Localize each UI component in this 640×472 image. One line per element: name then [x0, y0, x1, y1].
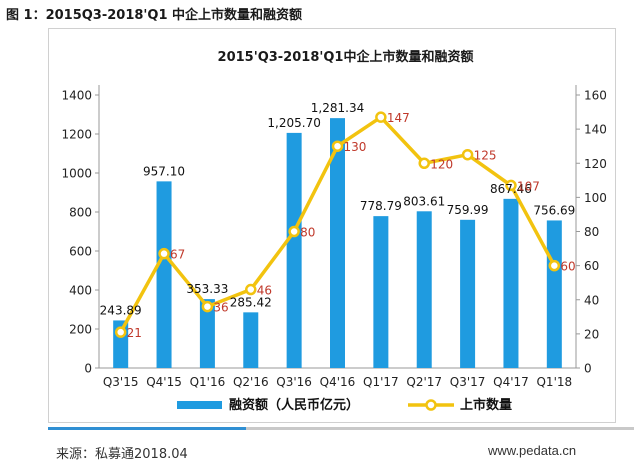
bar-Q4'16	[330, 118, 345, 368]
line-point	[461, 148, 474, 161]
footer-divider-accent	[48, 427, 246, 430]
x-axis-tick-label: Q4'17	[493, 375, 529, 389]
line-data-label: 147	[387, 111, 410, 125]
right-axis-tick-label: 60	[584, 259, 599, 273]
x-axis-tick-label: Q2'17	[406, 375, 442, 389]
line-point	[158, 247, 170, 260]
left-axis-tick-label: 200	[69, 323, 92, 337]
bar-data-label: 1,281.34	[311, 101, 364, 115]
line-point	[201, 300, 214, 313]
line-data-label: 21	[127, 326, 142, 340]
x-axis-tick-label: Q2'16	[233, 375, 269, 389]
bar-data-label: 243.89	[100, 303, 142, 317]
right-axis-tick-label: 140	[584, 123, 607, 137]
line-data-label: 80	[300, 226, 315, 240]
x-axis-tick-label: Q1'16	[190, 375, 226, 389]
bar-Q2'17	[416, 211, 432, 368]
x-axis-tick-label: Q4'15	[146, 375, 182, 389]
line-point	[114, 326, 127, 338]
bar-Q3'16	[286, 132, 302, 368]
line-point	[505, 179, 517, 192]
bar-data-label: 756.69	[533, 203, 575, 217]
left-axis-tick-label: 1000	[61, 167, 92, 181]
bar-data-label: 803.61	[403, 194, 445, 208]
bar-data-label: 759.99	[447, 203, 489, 217]
line-data-label: 60	[560, 260, 575, 274]
combo-chart: 2015'Q3-2018'Q1中企上市数量和融资额020040060080010…	[61, 49, 607, 413]
legend-bar-label: 融资额（人民币亿元）	[229, 397, 359, 413]
line-data-label: 36	[213, 301, 228, 315]
line-point	[288, 225, 300, 238]
right-axis-tick-label: 80	[584, 225, 599, 239]
source-note: 来源：私募通2018.04	[56, 447, 188, 462]
line-point	[375, 111, 387, 123]
bar-Q1'16	[199, 299, 215, 368]
line-data-label: 107	[517, 179, 540, 193]
x-axis-tick-label: Q3'15	[103, 375, 139, 389]
x-axis-tick-label: Q3'16	[276, 375, 312, 389]
right-axis-tick-label: 100	[584, 191, 607, 205]
bar-Q4'15	[156, 181, 172, 368]
footer-divider	[48, 427, 634, 430]
bar-data-label: 867.46	[490, 182, 532, 196]
left-axis-tick-label: 0	[84, 362, 92, 376]
chart-frame: 2015'Q3-2018'Q1中企上市数量和融资额 0 200 400 600 800 10…	[48, 28, 616, 423]
bar-data-label: 353.33	[186, 282, 228, 296]
bar-Q1'18	[546, 220, 562, 368]
legend-bar-swatch	[177, 401, 222, 409]
chart-title: 2015'Q3-2018'Q1中企上市数量和融资额	[218, 49, 474, 65]
x-axis-tick-label: Q1'17	[363, 375, 399, 389]
line-data-label: 67	[170, 248, 185, 262]
figure-caption: 图 1：2015Q3-2018'Q1 中企上市数量和融资额	[6, 8, 303, 23]
legend-line-marker	[425, 399, 437, 411]
bar-data-label: 957.10	[143, 164, 185, 178]
line-point	[418, 157, 430, 169]
left-axis-tick-label: 800	[69, 206, 92, 220]
left-axis-tick-label: 400	[69, 284, 92, 298]
right-axis-tick-label: 40	[584, 293, 599, 307]
left-axis-tick-label: 600	[69, 245, 92, 259]
x-axis-tick-label: Q1'18	[536, 375, 572, 389]
line-data-label: 125	[474, 149, 497, 163]
line-point	[548, 259, 561, 272]
x-axis-tick-label: Q4'16	[320, 375, 356, 389]
right-axis-tick-label: 160	[584, 89, 607, 103]
left-axis-tick-label: 1200	[61, 128, 92, 142]
line-point	[331, 140, 344, 152]
bar-Q3'17	[460, 219, 476, 368]
right-axis-tick-label: 0	[584, 362, 592, 376]
website-url[interactable]: www.pedata.cn	[488, 443, 577, 458]
right-axis-tick-label: 20	[584, 327, 599, 341]
line-point	[245, 283, 257, 296]
bar-Q4'17	[503, 198, 519, 368]
x-axis-tick-label: Q3'17	[450, 375, 486, 389]
legend-line-label: 上市数量	[460, 397, 512, 413]
line-data-label: 120	[430, 157, 453, 171]
bar-data-label: 1,205.70	[267, 116, 320, 130]
right-axis-tick-label: 120	[584, 157, 607, 171]
line-data-label: 130	[344, 140, 367, 154]
bar-data-label: 285.42	[230, 295, 272, 309]
bar-Q2'16	[243, 312, 259, 368]
left-axis-tick-label: 1400	[61, 89, 92, 103]
line-data-label: 46	[257, 284, 272, 298]
bar-data-label: 778.79	[360, 199, 402, 213]
bar-Q1'17	[373, 216, 389, 368]
